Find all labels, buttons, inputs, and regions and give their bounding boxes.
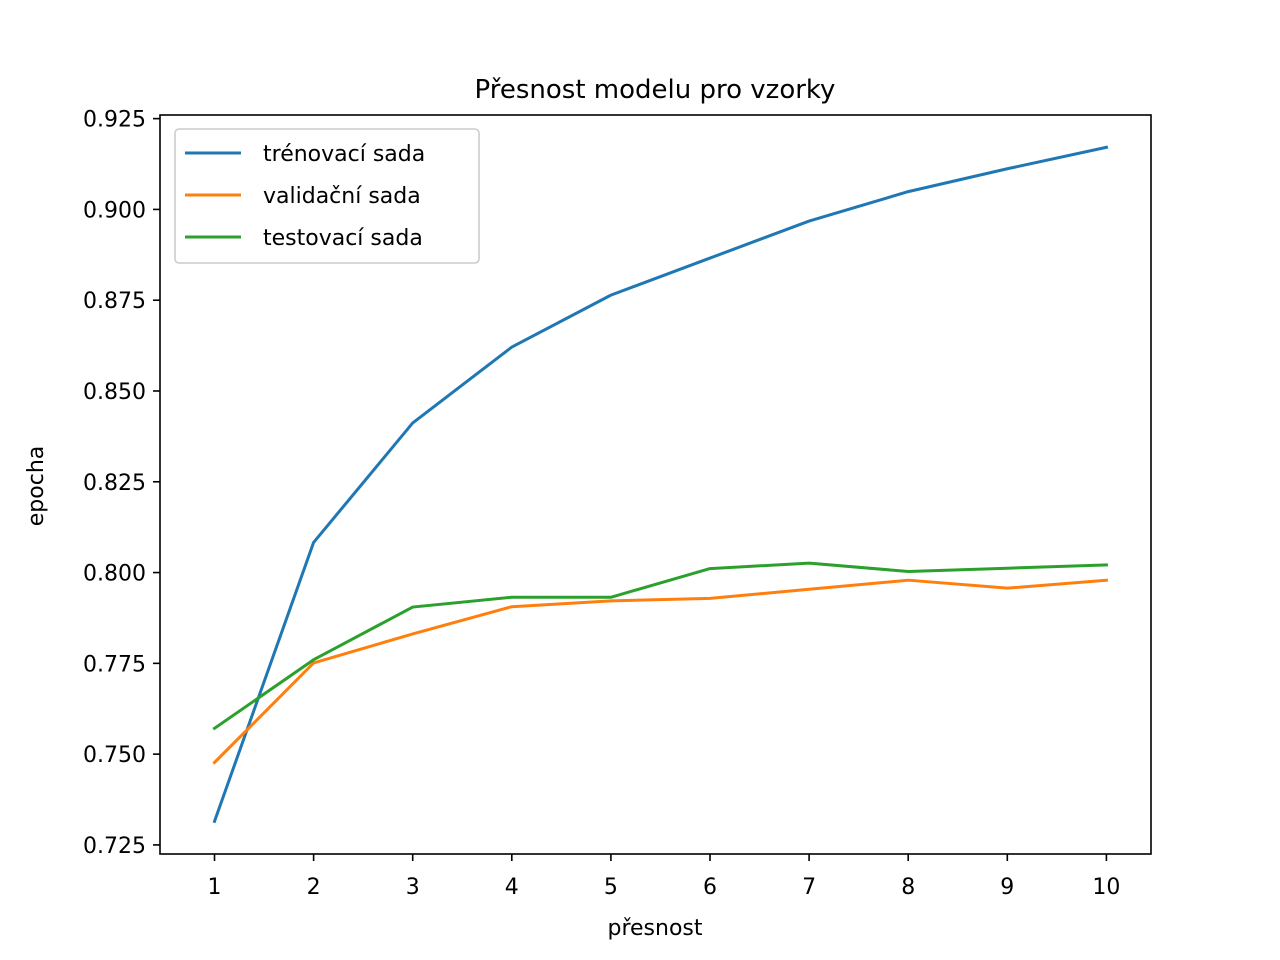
x-tick-label: 3	[406, 875, 420, 900]
y-tick-label: 0.725	[83, 834, 146, 859]
x-tick-label: 5	[604, 875, 618, 900]
legend-label-3: testovací sada	[263, 226, 423, 251]
y-tick-label: 0.925	[83, 108, 146, 133]
y-axis-label: epocha	[24, 446, 49, 526]
x-tick-label: 4	[505, 875, 519, 900]
x-tick-label: 7	[802, 875, 816, 900]
y-tick-label: 0.900	[83, 198, 146, 223]
y-tick-label: 0.775	[83, 652, 146, 677]
chart-title: Přesnost modelu pro vzorky	[475, 75, 836, 105]
y-axis: 0.725 0.750 0.775 0.800 0.825 0.850 0.875 0.900…	[83, 108, 160, 859]
y-tick-label: 0.800	[83, 562, 146, 587]
series-line-2	[212, 578, 1109, 765]
series-line-3	[212, 561, 1108, 731]
x-tick-label: 8	[901, 875, 915, 900]
x-tick-label: 6	[703, 875, 717, 900]
x-tick-label: 10	[1092, 875, 1120, 900]
plot-area	[212, 145, 1109, 824]
x-tick-label: 9	[1000, 875, 1014, 900]
y-tick-label: 0.825	[83, 471, 146, 496]
y-tick-label: 0.875	[83, 289, 146, 314]
legend-label-1: trénovací sada	[263, 142, 425, 167]
x-tick-label: 1	[208, 875, 222, 900]
y-tick-label: 0.750	[83, 743, 146, 768]
legend: trénovací sada validační sada testovací sa…	[174, 128, 480, 264]
x-axis-label: přesnost	[607, 916, 702, 941]
series-line-1	[212, 145, 1109, 824]
x-tick-label: 2	[307, 875, 321, 900]
legend-box	[174, 128, 480, 264]
y-tick-label: 0.850	[83, 380, 146, 405]
x-axis: 1 2 3 4 5 6 7 8 9 10	[208, 854, 1120, 900]
legend-label-2: validační sada	[263, 184, 421, 209]
plot-frame	[159, 114, 1152, 855]
